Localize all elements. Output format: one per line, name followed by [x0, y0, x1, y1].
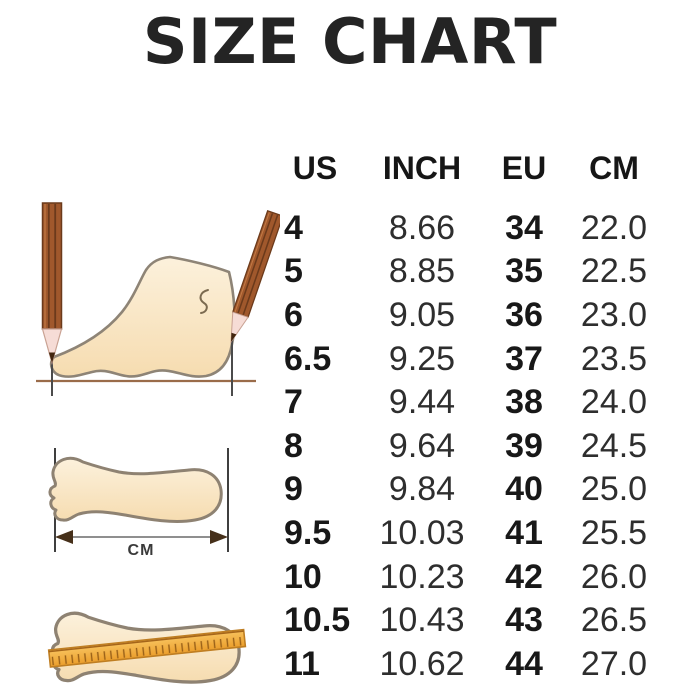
table-row: 6.5 9.25 37 23.5: [276, 337, 658, 381]
cell-us: 9.5: [284, 513, 332, 552]
cell-us: 9: [284, 470, 303, 509]
cell-inch: 9.44: [388, 383, 456, 422]
cell-inch: 10.03: [379, 513, 465, 552]
cell-eu: 44: [505, 644, 543, 683]
cell-inch: 9.05: [388, 295, 456, 334]
cell-inch: 10.62: [379, 644, 465, 683]
cell-cm: 23.5: [580, 339, 648, 378]
cell-eu: 43: [505, 601, 543, 640]
cell-us: 11: [284, 644, 320, 683]
ankle-mark: [199, 289, 209, 314]
cell-eu: 40: [505, 470, 543, 509]
cell-eu: 42: [505, 557, 543, 596]
cell-cm: 25.0: [580, 470, 648, 509]
cell-eu: 37: [505, 339, 543, 378]
cell-inch: 9.84: [388, 470, 456, 509]
cell-inch: 10.23: [379, 557, 465, 596]
cell-us: 6.5: [284, 339, 332, 378]
cell-cm: 25.5: [580, 513, 648, 552]
cell-us: 4: [284, 208, 303, 247]
pencil-icon: [41, 202, 63, 364]
table-row: 6 9.05 36 23.0: [276, 293, 658, 337]
cell-us: 7: [284, 383, 303, 422]
cell-us: 10: [284, 557, 322, 596]
foot-side-icon: [49, 255, 236, 378]
cell-inch: 9.64: [388, 426, 456, 465]
cell-us: 10.5: [284, 601, 351, 640]
cell-cm: 26.0: [580, 557, 648, 596]
table-row: 10 10.23 42 26.0: [276, 555, 658, 599]
cell-eu: 34: [505, 208, 543, 247]
table-header-row: US INCH EU CM: [276, 146, 658, 190]
size-table-body: 4 8.66 34 22.0 5 8.85 35 22.5 6 9.05 36 …: [276, 206, 658, 686]
cell-eu: 35: [505, 252, 543, 291]
measure-arrow-icon: [55, 530, 228, 544]
footprint-length-illustration: CM: [48, 448, 229, 559]
cell-inch: 9.25: [388, 339, 456, 378]
cm-label: CM: [128, 542, 155, 559]
cell-us: 8: [284, 426, 303, 465]
cell-cm: 24.0: [580, 383, 648, 422]
ruler-icon: [47, 628, 247, 668]
cell-inch: 10.43: [379, 601, 465, 640]
size-table: US INCH EU CM 4 8.66 34 22.0 5 8.85 35 2…: [276, 146, 658, 686]
table-row: 8 9.64 39 24.5: [276, 424, 658, 468]
column-header-inch: INCH: [382, 150, 462, 186]
table-row: 4 8.66 34 22.0: [276, 206, 658, 250]
foot-measure-illustration: [36, 202, 280, 396]
table-row: 9 9.84 40 25.0: [276, 468, 658, 512]
table-row: 9.5 10.03 41 25.5: [276, 511, 658, 555]
column-header-us: US: [292, 150, 338, 186]
cell-cm: 27.0: [580, 644, 648, 683]
cell-us: 5: [284, 252, 303, 291]
page-title: SIZE CHART: [142, 5, 558, 78]
cell-cm: 22.5: [580, 252, 648, 291]
column-header-cm: CM: [589, 150, 639, 186]
cell-inch: 8.85: [388, 252, 456, 291]
cell-cm: 22.0: [580, 208, 648, 247]
table-row: 7 9.44 38 24.0: [276, 380, 658, 424]
table-row: 5 8.85 35 22.5: [276, 250, 658, 294]
cell-cm: 26.5: [580, 601, 648, 640]
cell-us: 6: [284, 295, 303, 334]
table-row: 11 10.62 44 27.0: [276, 642, 658, 686]
cell-cm: 23.0: [580, 295, 648, 334]
cell-inch: 8.66: [388, 208, 456, 247]
cell-eu: 36: [505, 295, 543, 334]
cell-eu: 38: [505, 383, 543, 422]
footprint-icon: [48, 456, 223, 523]
cell-eu: 41: [505, 513, 543, 552]
column-header-eu: EU: [501, 150, 547, 186]
pencil-icon: [222, 210, 280, 346]
cell-cm: 24.5: [580, 426, 648, 465]
footprint-ruler-illustration: [47, 611, 247, 684]
table-row: 10.5 10.43 43 26.5: [276, 598, 658, 642]
cell-eu: 39: [505, 426, 543, 465]
